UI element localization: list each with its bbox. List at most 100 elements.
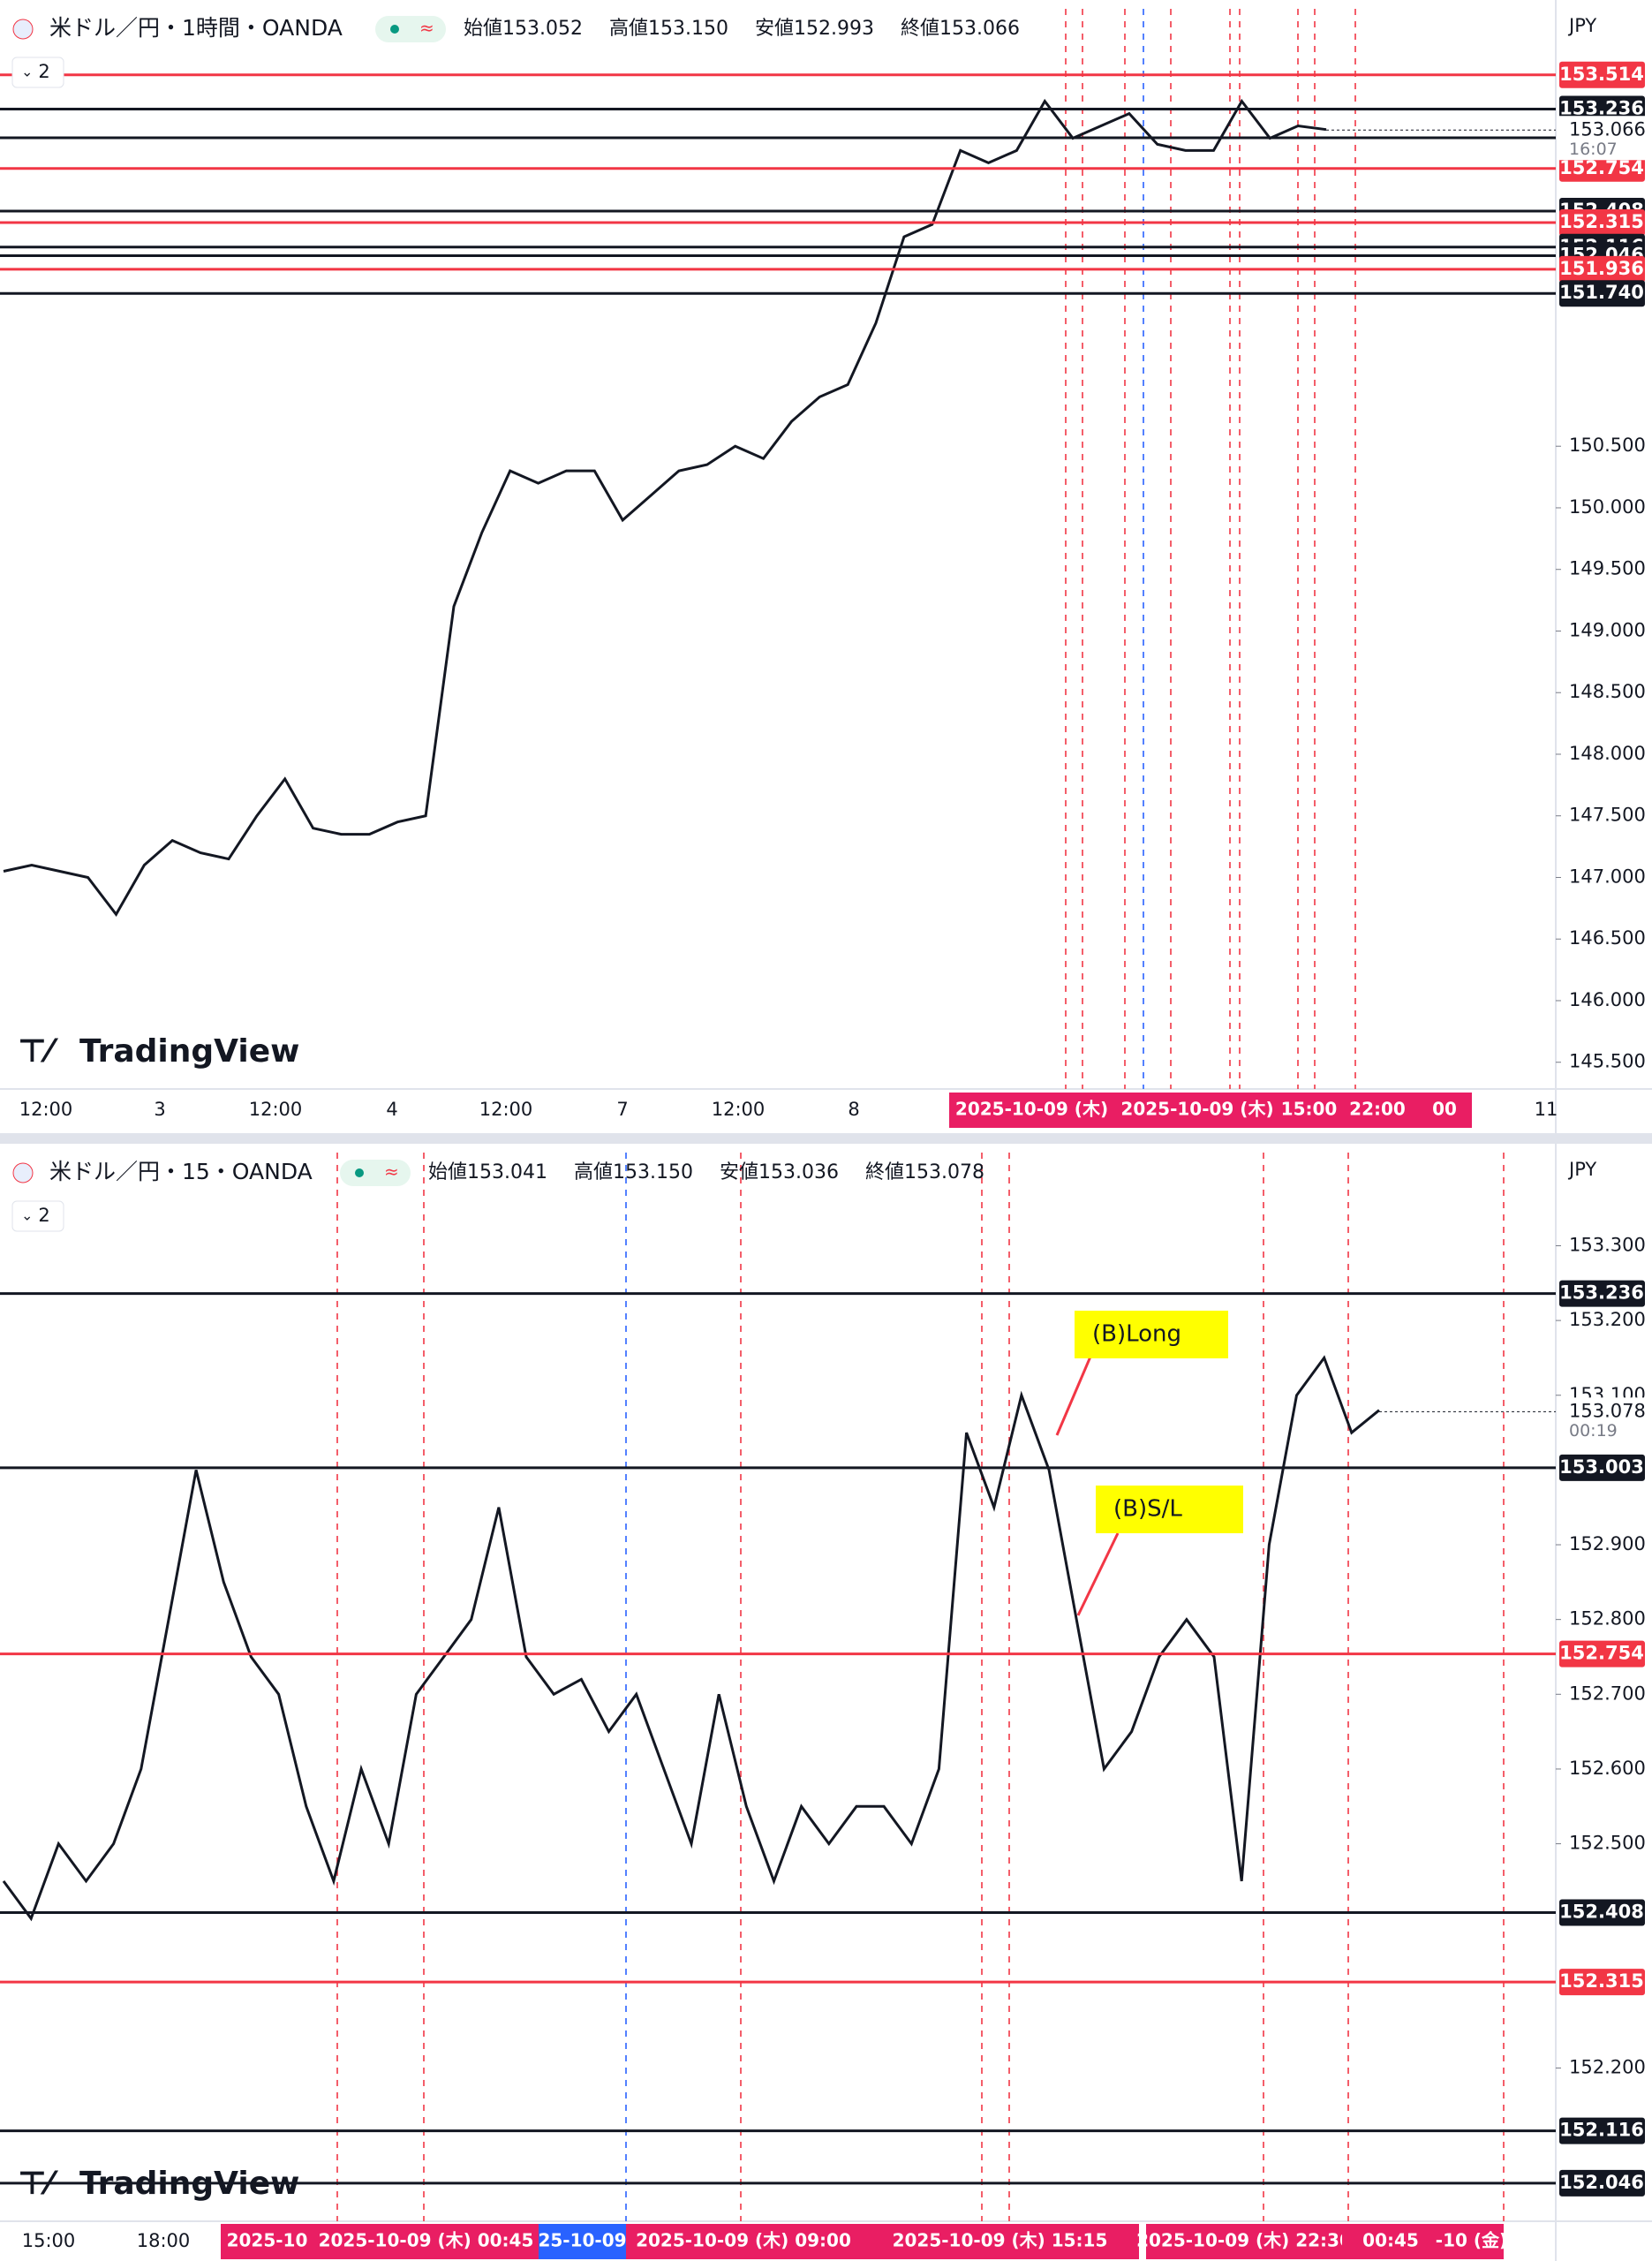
time-tag-box xyxy=(221,2224,313,2259)
last-price-box xyxy=(1559,1397,1645,1442)
time-tag: 25-10-09 xyxy=(538,2230,626,2251)
level-label-box xyxy=(1559,1454,1645,1481)
level-label-box xyxy=(1559,95,1645,123)
level-label: 152.315 xyxy=(1559,211,1644,232)
y-tick-label: 152.600 xyxy=(1569,1758,1646,1779)
symbol-icon xyxy=(12,19,34,40)
brand-logo: TradingView xyxy=(79,2166,299,2202)
symbol-title: 米ドル／円・1時間・OANDA xyxy=(49,15,343,41)
countdown-label: 00:19 xyxy=(1569,1421,1618,1441)
y-tick-label: 152.700 xyxy=(1569,1683,1646,1704)
time-tag: 2025-10-09 (木) xyxy=(955,1099,1108,1120)
level-label: 153.236 xyxy=(1559,98,1644,119)
symbol-icon xyxy=(12,1162,34,1183)
x-tick-label: 8 xyxy=(848,1099,859,1120)
last-price-label: 153.078 xyxy=(1569,1400,1646,1421)
time-tag-box xyxy=(949,1093,1114,1128)
level-label: 151.740 xyxy=(1559,282,1644,303)
time-tag: 2025-10-09 (木) 00:45 xyxy=(319,2230,534,2251)
status-wave: ≈ xyxy=(419,18,434,39)
level-label: 152.046 xyxy=(1559,2172,1644,2193)
x-tick-label: 7 xyxy=(616,1099,628,1120)
time-tag: 2025-10-09 (木) 15:15 xyxy=(893,2230,1108,2251)
level-label: 152.116 xyxy=(1559,2120,1644,2141)
x-tick-label: 11 xyxy=(1535,1099,1558,1120)
y-tick-label: 153.200 xyxy=(1569,1309,1646,1330)
indicator-toggle[interactable] xyxy=(11,57,64,88)
indicator-count: 2 xyxy=(38,1205,49,1226)
ohlc-value: 終値153.066 xyxy=(901,18,1020,40)
time-tag-box xyxy=(1146,2224,1342,2259)
brand-mark: ⊤⁄ xyxy=(18,1033,59,1070)
time-tag: 2025-10-09 (木) 09:00 xyxy=(636,2230,851,2251)
x-tick-label: 4 xyxy=(386,1099,397,1120)
ohlc-value: 安値153.036 xyxy=(720,1161,839,1183)
y-tick-label: 149.500 xyxy=(1569,558,1646,579)
indicator-toggle[interactable] xyxy=(11,1200,64,1232)
time-tag-box xyxy=(313,2224,539,2259)
last-price-label: 153.066 xyxy=(1569,118,1646,140)
countdown-label: 16:07 xyxy=(1569,140,1618,159)
annotation-arrow xyxy=(1055,1343,1098,1436)
indicator-chevron: ⌄ xyxy=(21,64,33,80)
level-label-box xyxy=(1559,61,1645,88)
indicator-count: 2 xyxy=(38,61,49,82)
time-tag: 00:45 xyxy=(1362,2230,1419,2251)
x-tick-label: 3 xyxy=(154,1099,165,1120)
y-tick-label: 150.500 xyxy=(1569,435,1646,456)
time-tag-box xyxy=(539,2224,626,2259)
level-label-box xyxy=(1559,2169,1645,2197)
time-tag: 2025-10 xyxy=(227,2230,308,2251)
status-pill xyxy=(340,1160,411,1186)
y-tick-label: 152.800 xyxy=(1569,1608,1646,1630)
ohlc-value: 始値153.041 xyxy=(428,1161,547,1183)
x-tick-label: 12:00 xyxy=(479,1099,533,1120)
time-tag-box xyxy=(1114,1093,1280,1128)
level-label-box xyxy=(1559,2117,1645,2144)
y-tick-label: 149.000 xyxy=(1569,619,1646,640)
level-label: 153.003 xyxy=(1559,1456,1644,1478)
time-tag: 15:00 xyxy=(1281,1099,1338,1120)
y-tick-label: 146.000 xyxy=(1569,989,1646,1010)
y-tick-label: 145.500 xyxy=(1569,1051,1646,1072)
y-tick-label: 146.500 xyxy=(1569,927,1646,949)
currency-button: JPY xyxy=(1567,1159,1596,1180)
ohlc-value: 終値153.078 xyxy=(865,1161,984,1183)
level-label-box xyxy=(1559,280,1645,307)
y-tick-label: 150.000 xyxy=(1569,496,1646,518)
brand-logo: TradingView xyxy=(79,1033,299,1070)
annotation-box xyxy=(1096,1486,1243,1533)
level-label: 151.936 xyxy=(1559,258,1644,279)
ohlc-value: 始値153.052 xyxy=(464,18,583,40)
currency-button: JPY xyxy=(1567,15,1596,36)
ohlc-value: 高値153.150 xyxy=(609,18,728,40)
level-label: 152.754 xyxy=(1559,1643,1644,1664)
time-tag-box xyxy=(1439,2224,1504,2259)
annotation-arrow xyxy=(1076,1532,1120,1616)
y-tick-label: 153.300 xyxy=(1569,1234,1646,1255)
time-tag: 00 xyxy=(1432,1099,1457,1120)
x-tick-label: 12:00 xyxy=(712,1099,766,1120)
y-tick-label: 152.500 xyxy=(1569,1833,1646,1854)
annotation-box xyxy=(1075,1311,1228,1358)
y-tick-label: 148.500 xyxy=(1569,681,1646,702)
status-dot xyxy=(355,1168,364,1177)
time-tag: -10 (金) xyxy=(1436,2230,1507,2251)
level-label: 153.514 xyxy=(1559,64,1644,85)
annotation-label: (B)Long xyxy=(1092,1321,1181,1348)
status-dot xyxy=(390,25,399,34)
level-label-box xyxy=(1559,1280,1645,1307)
y-tick-label: 152.900 xyxy=(1569,1533,1646,1554)
ohlc-value: 安値152.993 xyxy=(755,18,874,40)
x-tick-label: 18:00 xyxy=(137,2230,191,2251)
price-line xyxy=(3,98,1327,918)
x-tick-label: 15:00 xyxy=(22,2230,76,2251)
time-tag: 2025-10-09 (木) 22:30 xyxy=(1136,2230,1352,2251)
level-label: 152.408 xyxy=(1559,1901,1644,1922)
time-tag-box xyxy=(1417,1093,1472,1128)
level-label: 152.315 xyxy=(1559,1970,1644,1992)
indicator-chevron: ⌄ xyxy=(21,1207,33,1224)
level-label-box xyxy=(1559,1899,1645,1926)
symbol-title: 米ドル／円・15・OANDA xyxy=(49,1159,313,1184)
